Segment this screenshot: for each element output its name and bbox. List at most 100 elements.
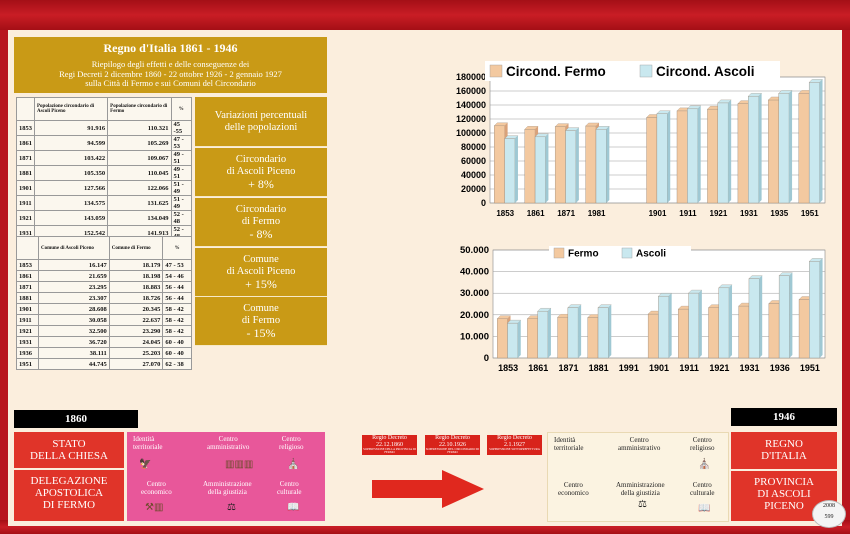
feature-identity-1946: Identità territoriale <box>554 436 584 452</box>
table-cell: 60 - 40 <box>162 347 192 359</box>
table-cell: 1853 <box>16 120 35 136</box>
table-cell: 134.575 <box>33 195 109 211</box>
y-tick-label: 40.000 <box>460 267 489 278</box>
table-cell: 52 - 48 <box>170 210 193 226</box>
table-header-cell: % <box>170 97 193 121</box>
table-row: 1853 16.147 18.179 47 - 53 <box>16 259 192 271</box>
bar <box>534 136 546 204</box>
table-cell: 1921 <box>16 325 39 337</box>
bar-side <box>668 293 672 358</box>
table-cell: 134.049 <box>107 210 172 226</box>
bar <box>565 130 577 204</box>
bar-side <box>514 135 518 203</box>
y-tick-label: 20000 <box>461 184 486 194</box>
bar <box>656 113 668 204</box>
table-cell: 1911 <box>16 195 35 211</box>
variation-box: Circondario di Ascoli Piceno + 8% <box>195 148 327 197</box>
bar-top <box>718 284 733 288</box>
features-1946-panel: Identità territoriale Centro amministrativ… <box>547 432 729 522</box>
table-cell: 1853 <box>16 259 39 271</box>
table-cell: 16.147 <box>37 259 110 271</box>
bar-side <box>758 93 762 203</box>
x-tick-label: 1911 <box>679 363 699 373</box>
legend-box <box>485 61 780 81</box>
variation-line: - 8% <box>249 227 273 241</box>
bar-side <box>759 275 763 358</box>
variation-line: + 15% <box>245 277 277 291</box>
variation-line: di Ascoli Piceno <box>226 166 296 177</box>
y-tick-label: 180000 <box>456 72 486 82</box>
bar-side <box>789 272 793 358</box>
bar-side <box>697 105 701 203</box>
bar-side <box>608 304 612 358</box>
courthouse-icon: ⚖ <box>227 502 236 513</box>
feature-culture-1946: Centro culturale <box>690 481 715 497</box>
x-tick-label: 1871 <box>558 363 578 373</box>
x-tick-label: 1935 <box>770 209 788 218</box>
bar <box>554 126 566 204</box>
table-cell: 94.599 <box>33 135 109 151</box>
table-row: 1881 23.307 18.726 56 - 44 <box>16 292 192 304</box>
bar <box>597 307 609 359</box>
x-tick-label: 1871 <box>557 209 575 218</box>
legend-label: Fermo <box>568 249 599 260</box>
decree-date: 22.12.1860 <box>376 441 403 448</box>
feature-culture: Centro culturale <box>277 480 302 496</box>
table-cell: 103.422 <box>33 150 109 166</box>
legend-label: Circond. Ascoli <box>656 64 755 79</box>
feature-identity: Identità territoriale <box>133 435 163 451</box>
x-tick-label: 1853 <box>498 363 518 373</box>
bar-top <box>686 105 702 109</box>
table-cell: 1931 <box>16 336 39 348</box>
bar-side <box>667 110 671 203</box>
decree-badge: Regio Decreto 22.12.1860 SOPPRESSIONE DELL… <box>362 435 417 455</box>
bar <box>524 129 536 204</box>
legend-box <box>549 246 691 260</box>
table-cell: 1901 <box>16 303 39 315</box>
x-tick-label: 1921 <box>709 363 729 373</box>
table-row: 1921 143.059 134.049 52 - 48 <box>16 210 193 226</box>
table-cell: 131.625 <box>107 195 172 211</box>
bar <box>688 292 700 359</box>
table-row: 1861 21.659 18.198 54 - 46 <box>16 270 192 282</box>
table-cell: 47 - 53 <box>170 135 193 151</box>
decree-date: 22.10.1926 <box>439 441 466 448</box>
legend-swatch <box>489 64 503 78</box>
bar-side <box>606 126 610 203</box>
x-tick-label: 1991 <box>619 363 639 373</box>
table-cell: 23.307 <box>37 292 110 304</box>
table-cell: 1881 <box>16 292 39 304</box>
page-title: Regno d'Italia 1861 - 1946 <box>103 41 238 55</box>
title-box: Regno d'Italia 1861 - 1946 Riepilogo deg… <box>14 37 327 93</box>
bar-side <box>819 79 823 203</box>
feature-religious-1946: Centro religioso <box>690 436 715 452</box>
table-cell: 44.745 <box>37 358 110 370</box>
bar <box>507 322 518 359</box>
church-icon: ⛪ <box>287 459 300 470</box>
bar-side <box>517 320 521 358</box>
bar-top <box>504 135 519 139</box>
bar <box>707 108 719 204</box>
table-cell: 18.726 <box>108 292 164 304</box>
feature-admin-1946: Centro amministrativo <box>618 436 661 452</box>
table-row: 1951 44.745 27.070 62 - 38 <box>16 358 192 370</box>
y-tick-label: 160000 <box>456 86 486 96</box>
table-cell: 122.066 <box>107 180 172 196</box>
legend-label: Circond. Fermo <box>506 64 606 79</box>
table-cell: 105.350 <box>33 165 109 181</box>
bar <box>494 125 505 204</box>
feature-economic: Centro economico <box>141 480 172 496</box>
table-row: 1901 127.566 122.066 51 - 49 <box>16 180 193 196</box>
legend-swatch <box>621 247 633 259</box>
factory-icon: ⚒▥ <box>145 502 164 513</box>
bar <box>738 305 750 359</box>
table-cell: 22.637 <box>108 314 164 326</box>
variation-box: Comune di Fermo - 15% <box>195 297 327 346</box>
bar <box>587 317 599 359</box>
table-cell: 91.916 <box>33 120 109 136</box>
y-tick-label: 80000 <box>461 142 486 152</box>
bar <box>717 102 729 204</box>
x-tick-label: 1936 <box>770 363 790 373</box>
table-cell: 18.179 <box>108 259 164 271</box>
bar <box>778 93 790 204</box>
